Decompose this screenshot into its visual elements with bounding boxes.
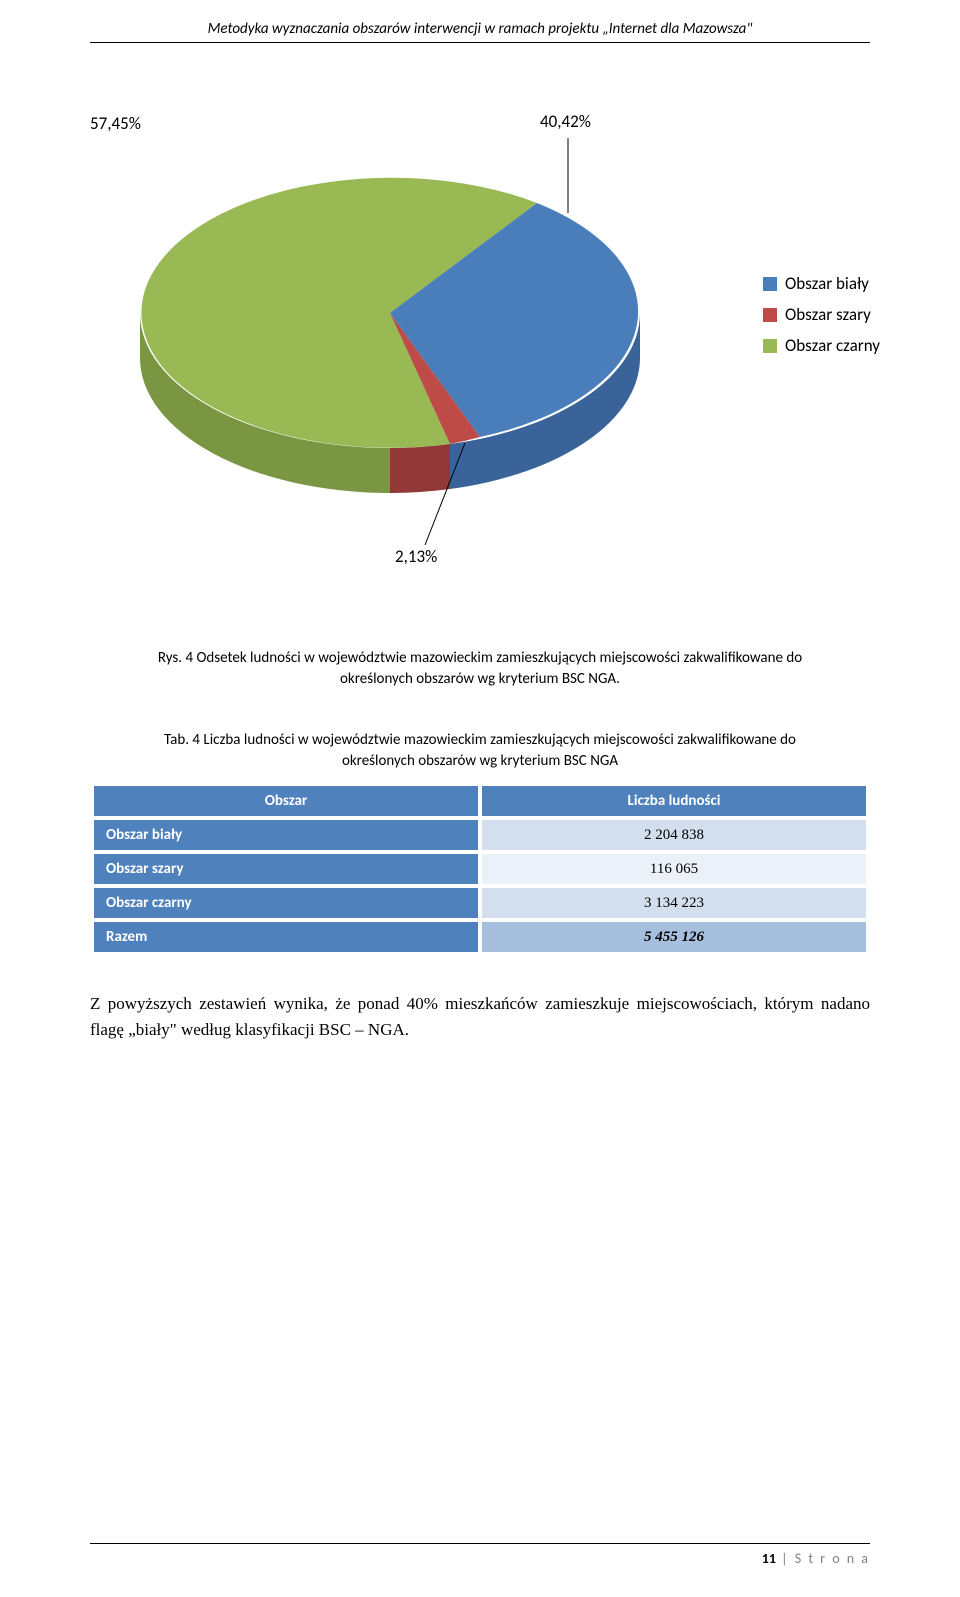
table-caption: Tab. 4 Liczba ludności w województwie ma…: [130, 730, 830, 772]
page-header: Metodyka wyznaczania obszarów interwencj…: [90, 0, 870, 42]
row-value-total: 5 455 126: [482, 922, 866, 952]
row-label: Obszar biały: [94, 820, 478, 850]
row-label-total: Razem: [94, 922, 478, 952]
legend-item: Obszar czarny: [763, 335, 880, 356]
row-label: Obszar czarny: [94, 888, 478, 918]
page-number: 11 | S t r o n a: [90, 1550, 870, 1567]
header-rule: [90, 42, 870, 43]
figure-caption: Rys. 4 Odsetek ludności w województwie m…: [130, 648, 830, 690]
legend-label: Obszar biały: [785, 273, 869, 294]
row-value: 2 204 838: [482, 820, 866, 850]
th-obszar: Obszar: [94, 786, 478, 816]
body-paragraph: Z powyższych zestawień wynika, że ponad …: [90, 991, 870, 1042]
footer-rule: [90, 1543, 870, 1544]
page-number-value: 11: [762, 1550, 776, 1567]
legend-label: Obszar szary: [785, 304, 871, 325]
pie-label-green: 57,45%: [90, 113, 141, 134]
population-table: Obszar Liczba ludności Obszar biały 2 20…: [90, 782, 870, 956]
pie-svg: [110, 133, 670, 553]
legend-swatch-red: [763, 308, 777, 322]
page-footer: 11 | S t r o n a: [90, 1543, 870, 1567]
row-value: 116 065: [482, 854, 866, 884]
table-row: Obszar czarny 3 134 223: [94, 888, 866, 918]
legend-item: Obszar szary: [763, 304, 880, 325]
page-number-label: S t r o n a: [795, 1550, 870, 1567]
row-value: 3 134 223: [482, 888, 866, 918]
table-row: Obszar szary 116 065: [94, 854, 866, 884]
pie-side-red: [390, 444, 450, 493]
legend-item: Obszar biały: [763, 273, 880, 294]
table-header-row: Obszar Liczba ludności: [94, 786, 866, 816]
pie-label-red: 2,13%: [395, 546, 437, 567]
pie-label-blue: 40,42%: [540, 111, 591, 132]
pie-chart: 57,45% 40,42% 2,13% Obszar biały Obszar …: [90, 73, 870, 623]
table-row: Obszar biały 2 204 838: [94, 820, 866, 850]
table-row-total: Razem 5 455 126: [94, 922, 866, 952]
legend-label: Obszar czarny: [785, 335, 880, 356]
legend-swatch-green: [763, 339, 777, 353]
chart-legend: Obszar biały Obszar szary Obszar czarny: [763, 273, 880, 366]
legend-swatch-blue: [763, 277, 777, 291]
th-liczba: Liczba ludności: [482, 786, 866, 816]
pie-wrapper: [110, 133, 670, 533]
row-label: Obszar szary: [94, 854, 478, 884]
